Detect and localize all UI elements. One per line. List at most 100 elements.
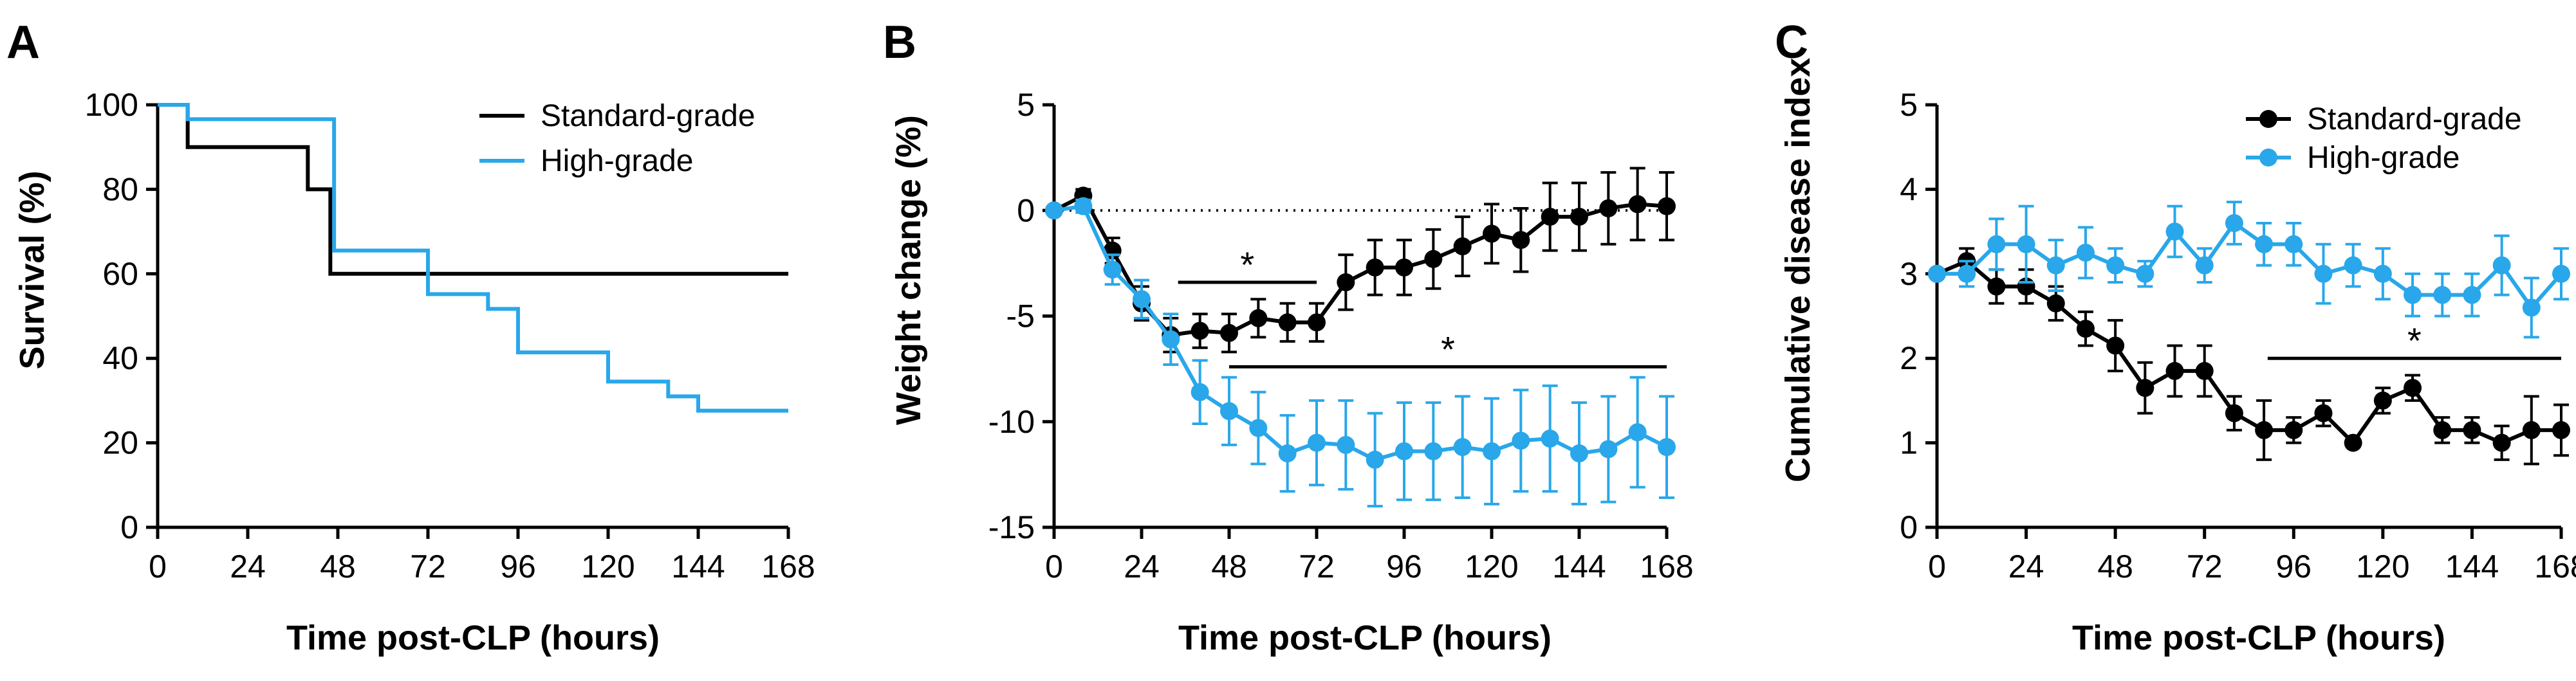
panel-b-standard-grade-data-point: [1337, 273, 1355, 291]
panel-b-high-grade-data-point: [1045, 201, 1063, 220]
panel-c-standard-grade-data-point: [2344, 433, 2362, 452]
panel-a-x-tick-label: 72: [410, 549, 446, 585]
panel-c-high-grade-data-point: [2076, 243, 2095, 262]
panel-c-high-grade-data-point: [2284, 235, 2303, 253]
panel-a-x-tick-label: 144: [671, 549, 725, 585]
panel-c-x-tick-label: 168: [2534, 549, 2576, 585]
panel-b-x-axis-title: Time post-CLP (hours): [1178, 619, 1552, 657]
panel-c-significance-star: *: [2407, 320, 2422, 361]
panel-c-high-grade-data-point: [1928, 264, 1946, 283]
panel-b-high-grade-data-point: [1337, 435, 1355, 454]
panel-c-standard-grade-data-point: [2433, 421, 2452, 439]
panel-c-y-tick-label: 0: [1900, 509, 1918, 545]
panel-c-y-tick-label: 2: [1900, 340, 1918, 376]
panel-b-y-tick-label: 0: [1017, 192, 1035, 228]
panel-b-high-grade-data-point: [1191, 383, 1209, 401]
panel-a-x-tick-label: 24: [230, 549, 266, 585]
panel-c-high-grade-data-point: [2373, 264, 2392, 283]
panel-a-plot: [156, 103, 788, 529]
panel-a-legend-label: High-grade: [541, 144, 693, 178]
panel-b-high-grade-data-point: [1220, 402, 1238, 421]
panel-c-x-tick-label: 96: [2275, 549, 2312, 585]
panel-c-high-grade-data-point: [2017, 235, 2035, 253]
panel-c-high-grade-data-point: [1987, 235, 2006, 253]
panel-b-high-grade-data-point: [1366, 450, 1384, 469]
panel-b-x-tick-label: 120: [1465, 549, 1518, 585]
panel-a-y-tick-label: 80: [102, 171, 138, 207]
panel-c-high-grade-data-point: [2404, 286, 2422, 304]
panel-a-legend-item: High-grade: [479, 144, 693, 178]
panel-b-significance-star: *: [1441, 329, 1455, 369]
panel-b-standard-grade-data-point: [1512, 231, 1530, 250]
panel-c-legend-label: Standard-grade: [2307, 102, 2522, 136]
panel-c-high-grade-data-point: [2552, 264, 2570, 283]
panel-c-high-grade-data-point: [2344, 256, 2362, 275]
panel-c-high-grade-data-point: [2433, 286, 2452, 304]
panel-b-high-grade-data-point: [1599, 440, 1618, 459]
panel-a-y-axis-title: Survival (%): [13, 170, 51, 369]
panel-c-legend-label: High-grade: [2307, 141, 2460, 175]
panel-b-standard-grade-data-point: [1191, 322, 1209, 340]
panel-a-legend-label: Standard-grade: [541, 99, 755, 133]
panel-b-plot: **: [1045, 105, 1676, 529]
panel-c-standard-grade-data-point: [2522, 421, 2541, 439]
panel-c-high-grade-data-point: [2136, 264, 2154, 283]
panel-c-legend-swatch-marker: [2259, 110, 2277, 128]
panel-b-standard-grade-data-point: [1278, 313, 1297, 332]
panel-c-standard-grade-data-point: [2076, 320, 2095, 338]
panel-c-high-grade-data-point: [2106, 256, 2125, 275]
panel-a-legend-item: Standard-grade: [479, 99, 755, 133]
panel-c-standard-grade-data-point: [2225, 404, 2243, 422]
panel-b-x-tick-label: 72: [1299, 549, 1335, 585]
panel-c-x-tick-label: 48: [2097, 549, 2133, 585]
panel-b-high-grade-data-point: [1074, 197, 1093, 215]
panel-b-high-grade-data-point: [1628, 423, 1647, 442]
panel-a-x-tick-label: 96: [500, 549, 536, 585]
panel-a-letter: A: [6, 17, 40, 68]
panel-c-high-grade-data-point: [2195, 256, 2214, 275]
panel-b-high-grade-data-point: [1133, 290, 1151, 309]
panel-c-high-grade-data-point: [2314, 264, 2333, 283]
panel-a-y-tick-label: 40: [102, 340, 138, 376]
panel-a-x-axis-title: Time post-CLP (hours): [286, 619, 660, 657]
panel-a-y-tick-label: 20: [102, 425, 138, 461]
panel-b-standard-grade-data-point: [1599, 199, 1618, 217]
panel-b-y-tick-label: 5: [1017, 87, 1035, 123]
panel-b-high-grade-data-point: [1453, 438, 1472, 457]
panel-c-standard-grade-data-point: [2284, 421, 2303, 439]
panel-b-standard-grade-data-point: [1541, 208, 1559, 226]
panel-c-standard-grade-data-point: [1987, 277, 2006, 296]
panel-b-standard-grade-data-point: [1453, 237, 1472, 256]
panel-a-x-tick-label: 168: [761, 549, 815, 585]
panel-c-standard-grade-data-point: [2046, 294, 2065, 313]
panel-c-letter: C: [1775, 17, 1808, 68]
panel-b-standard-grade-data-point: [1249, 309, 1268, 327]
panel-c: C 0 24 48 72 96 120 144 168 0 1 2 3 4 5 * Standard-gr…: [1775, 17, 2576, 657]
panel-c-standard-grade-data-point: [2165, 361, 2184, 380]
panel-c-legend-swatch-marker: [2259, 149, 2277, 167]
panel-a-y-tick-label: 0: [120, 509, 138, 545]
panel-c-x-tick-label: 72: [2187, 549, 2223, 585]
panel-c-high-grade-data-point: [2492, 256, 2511, 275]
panel-a: A 0 24 48 72 96 120 144 168 0 20 40 60 80 100 Standar…: [6, 17, 815, 657]
panel-b-standard-grade-data-point: [1424, 250, 1443, 268]
panel-a-x-tick-label: 120: [581, 549, 635, 585]
panel-b-standard-grade-data-point: [1628, 195, 1647, 213]
panel-c-plot: *: [1928, 105, 2570, 529]
panel-c-standard-grade-data-point: [2106, 336, 2125, 355]
panel-c-high-grade-data-point: [2046, 256, 2065, 275]
panel-b-x-tick-label: 48: [1211, 549, 1247, 585]
panel-b-high-grade-data-point: [1395, 442, 1413, 460]
panel-b-high-grade-data-point: [1308, 433, 1326, 452]
panel-a-y-tick-label: 60: [102, 256, 138, 292]
panel-b-y-tick-label: -15: [988, 509, 1035, 545]
panel-b-y-tick-label: -10: [988, 404, 1035, 440]
panel-b-significance-star: *: [1240, 244, 1254, 285]
panel-b-standard-grade-data-point: [1570, 208, 1588, 226]
panel-a-high-grade-survival-curve: [158, 103, 788, 413]
panel-c-standard-grade-data-point: [2136, 379, 2154, 397]
panel-c-legend-item: High-grade: [2246, 141, 2460, 175]
panel-b-high-grade-data-point: [1483, 442, 1501, 460]
panel-c-high-grade-data-point: [1958, 264, 1976, 283]
